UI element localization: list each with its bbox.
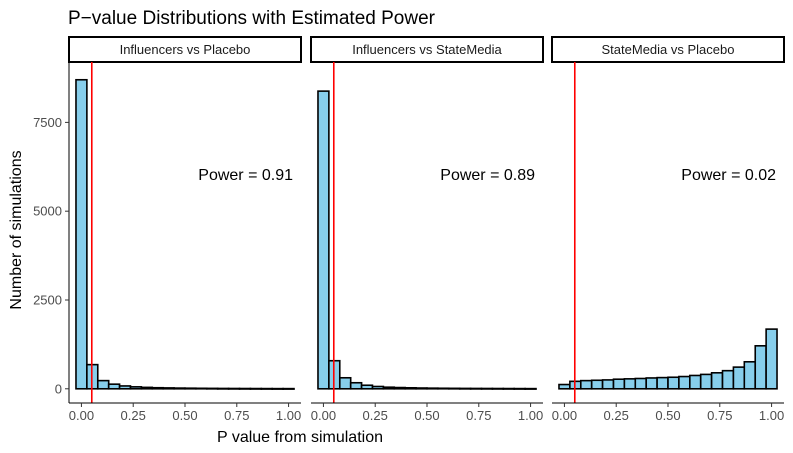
histogram-bar [437,387,450,390]
histogram-bar [162,387,175,390]
facet-panel: Influencers vs Placebo Power = 0.91 0.00 0.… [68,36,302,423]
histogram-bar [558,383,571,390]
facet-strip-label: Influencers vs StateMedia [352,42,502,57]
x-tick-label: 0.00 [69,408,94,423]
histogram-bar [634,377,647,390]
histogram-bar [480,387,494,390]
histogram-bar [75,78,88,390]
histogram-bar [317,90,330,390]
histogram-bar [393,386,406,390]
histogram-bar [404,386,417,390]
histogram-bar [678,375,691,390]
histogram-bar [206,387,219,390]
histogram-bar [743,360,757,390]
x-tick-label: 0.50 [414,408,439,423]
x-tick-label: 0.75 [466,408,491,423]
facet-panels: Influencers vs Placebo Power = 0.91 0.00 0.… [68,36,785,423]
histogram-bar [360,384,374,390]
histogram-bar [107,383,121,390]
histogram-bar [271,387,284,390]
histogram-bar [238,387,252,390]
histogram-bar [282,387,295,390]
y-tick-label: 5000 [33,204,62,219]
histogram-bar [140,386,154,390]
y-tick-label: 0 [55,381,62,396]
x-tick-label: 1.00 [759,408,784,423]
power-annotation: Power = 0.89 [440,167,535,184]
histogram-bar [195,387,208,390]
facet-strip-label: StateMedia vs Placebo [602,42,735,57]
histogram-bar [502,387,516,390]
y-axis: 0 2500 5000 7500 [33,62,70,403]
x-tick-label: 0.50 [172,408,197,423]
histogram-bar [645,377,658,390]
x-tick-label: 0.75 [224,408,249,423]
histogram-bar [710,372,724,390]
histogram-bar [173,387,186,390]
histogram-bar [765,328,778,390]
histogram-bar [732,366,746,390]
x-tick-label: 0.75 [707,408,732,423]
facet-panel: Influencers vs StateMedia Power = 0.89 0.0… [310,36,544,423]
histogram-bar [260,387,274,390]
histogram-bar [349,381,363,390]
histogram-bar [612,378,626,390]
histogram-bar [656,376,669,390]
power-annotation: Power = 0.91 [198,167,293,184]
power-annotation: Power = 0.02 [681,167,776,184]
y-tick-label: 7500 [33,115,62,130]
x-tick-label: 0.25 [121,408,146,423]
histogram-bar [426,387,439,390]
chart-title: P−value Distributions with Estimated Pow… [68,8,436,29]
histogram-bar [216,387,230,390]
histogram-bar [667,376,680,390]
histogram-bar [129,386,143,390]
x-tick-label: 1.00 [518,408,543,423]
x-tick-label: 0.00 [552,408,577,423]
histogram-bar [721,369,735,390]
histogram-bar [579,379,593,390]
histogram-bar [754,345,767,390]
histogram-bar [249,387,263,390]
histogram-bar [524,387,537,390]
x-tick-label: 0.25 [604,408,629,423]
histogram-bar [338,376,352,390]
histogram-bar [96,379,110,390]
histogram-bar [458,387,472,390]
histogram-bar [689,374,702,390]
histogram-bar [469,387,483,390]
facet-strip [68,36,302,63]
histogram-bar [371,385,385,390]
facet-panel: StateMedia vs Placebo Power = 0.02 0.00 0.2… [551,36,785,423]
histogram-bar [448,387,461,390]
histogram-bar [590,379,604,390]
x-tick-label: 0.50 [655,408,680,423]
histogram-bar [623,378,637,390]
facet-strip [310,36,544,63]
histogram-bar [601,379,615,390]
histogram-bar [513,387,526,390]
x-axis-title: P value from simulation [217,429,383,446]
histogram-bar [491,387,505,390]
x-tick-label: 1.00 [276,408,301,423]
facet-strip-label: Influencers vs Placebo [120,42,251,57]
histogram-bar [227,387,241,390]
y-axis-title: Number of simulations [8,150,25,309]
y-tick-label: 2500 [33,292,62,307]
histogram-bar [415,387,428,390]
histogram-bar [151,386,164,390]
x-tick-label: 0.00 [311,408,336,423]
histogram-bar [118,385,132,390]
histogram-bar [382,386,396,390]
histogram-bar [699,373,713,390]
x-tick-label: 0.25 [363,408,388,423]
facet-strip [551,36,785,63]
histogram-bar [184,387,197,390]
